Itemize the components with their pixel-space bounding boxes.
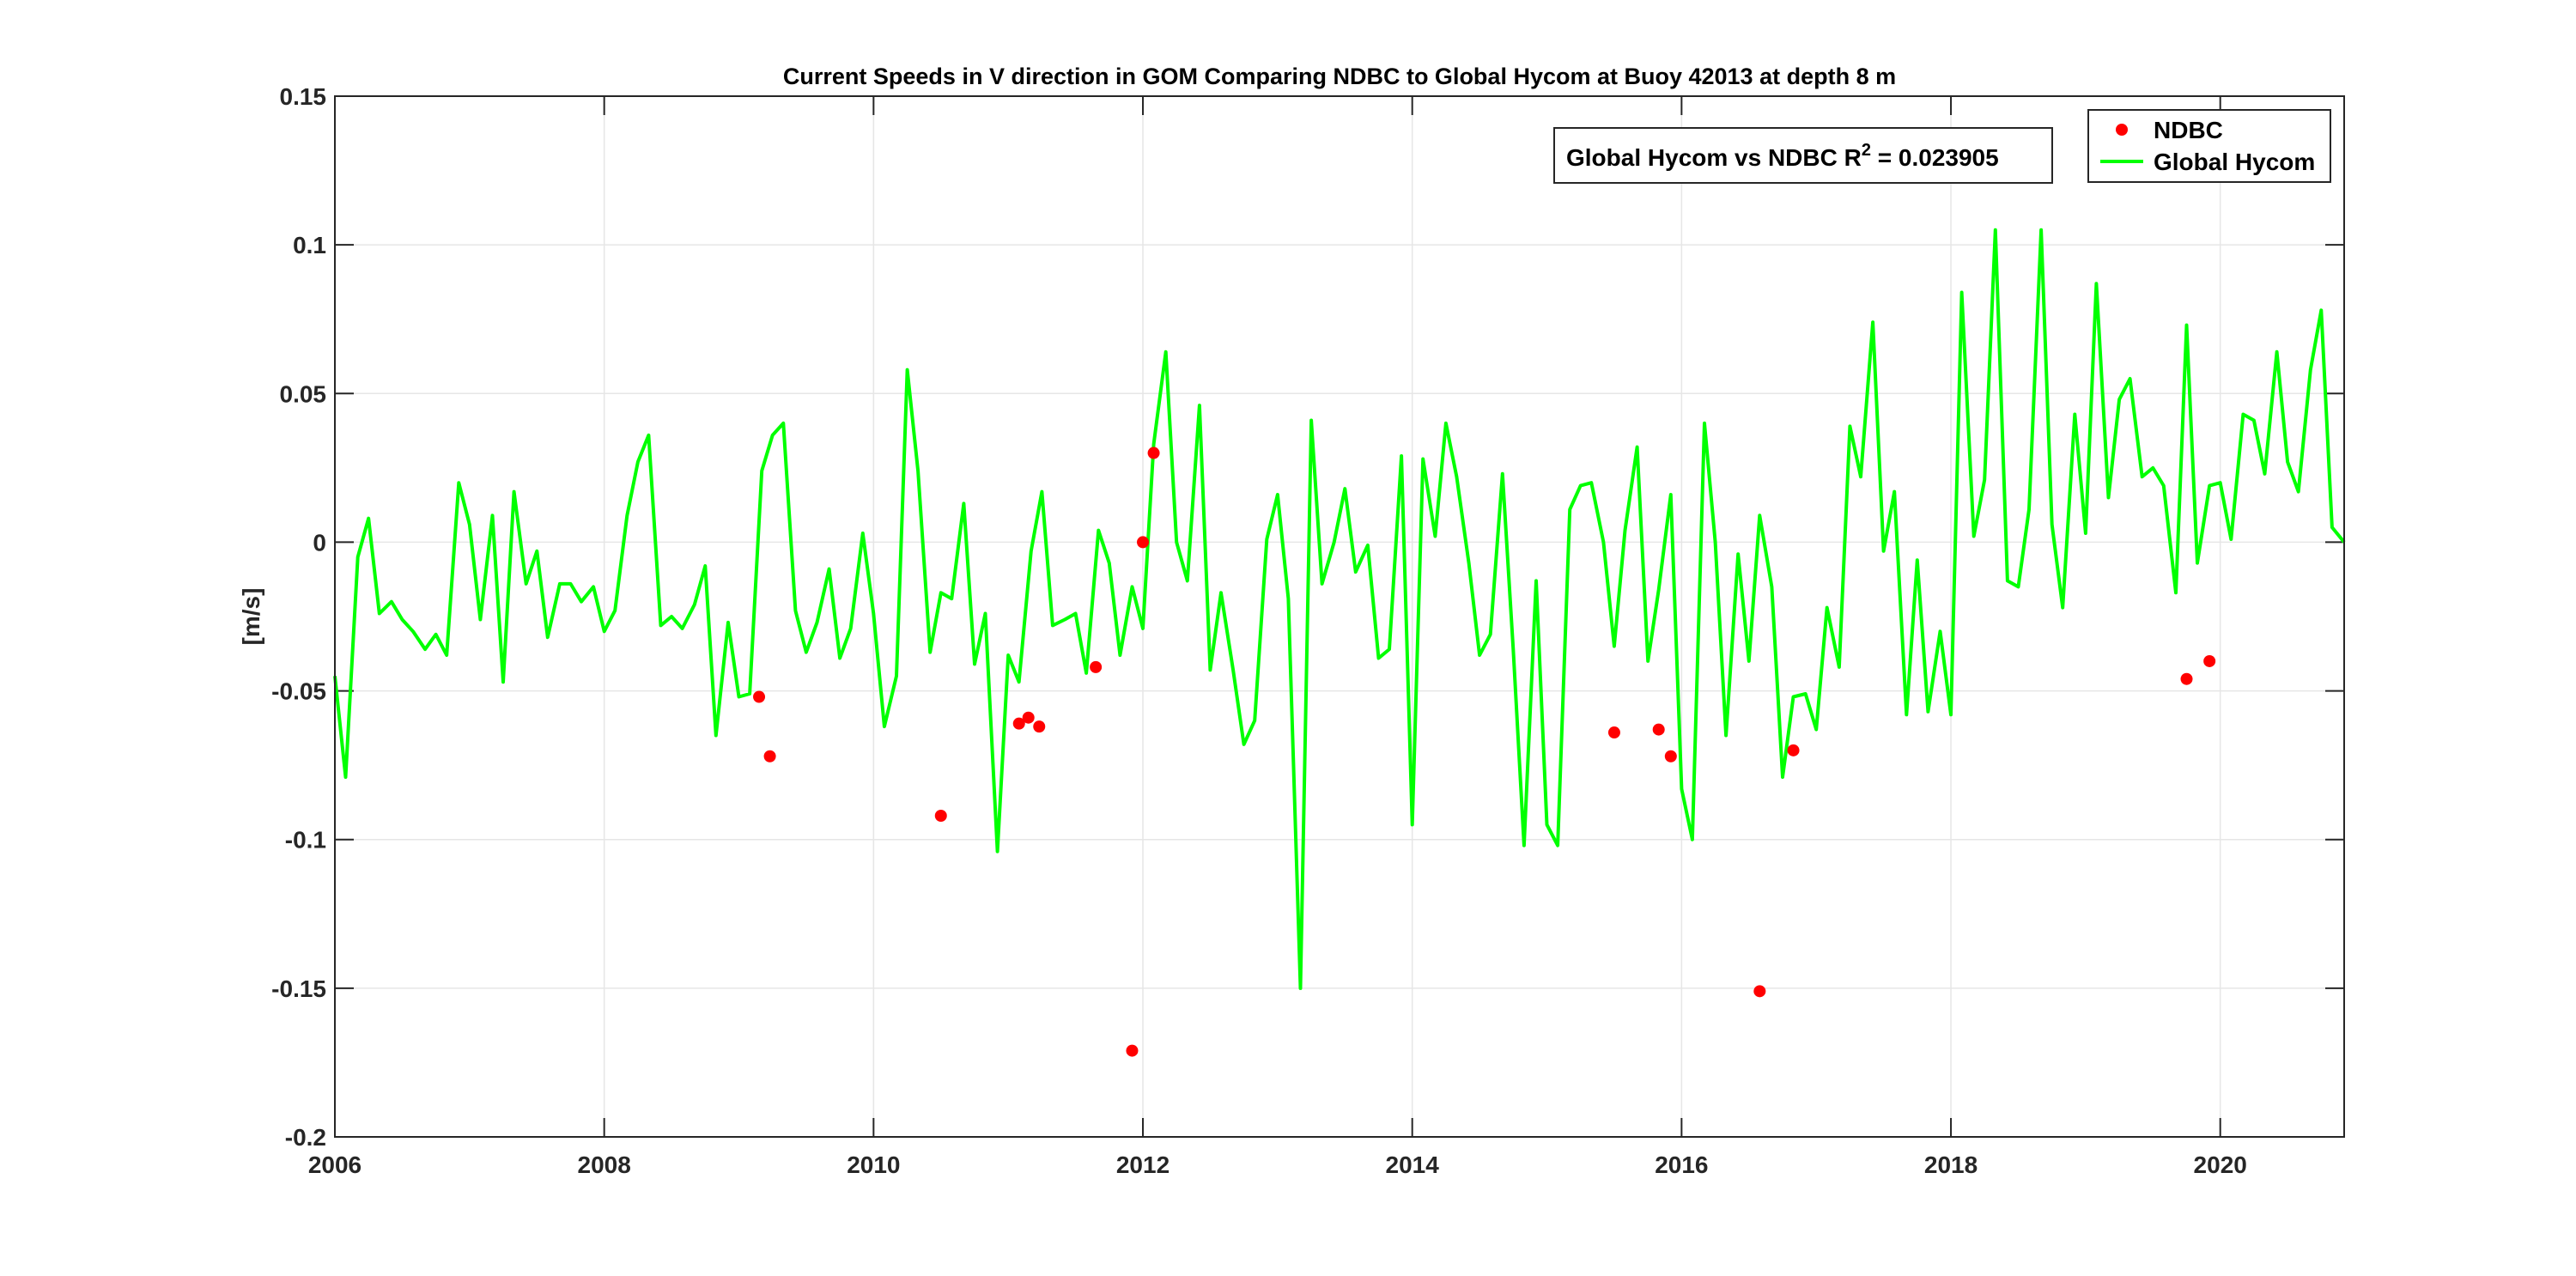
- y-axis-label: [m/s]: [238, 588, 264, 646]
- legend-label-global-hycom: Global Hycom: [2154, 149, 2315, 175]
- x-tick-label: 2008: [578, 1151, 631, 1178]
- data-point-ndbc: [1787, 744, 1800, 756]
- x-tick-label: 2018: [1924, 1151, 1978, 1178]
- data-point-ndbc: [1090, 660, 1103, 673]
- data-point-ndbc: [2203, 654, 2216, 667]
- data-point-ndbc: [1652, 723, 1665, 736]
- x-tick-label: 2020: [2194, 1151, 2247, 1178]
- chart-title: Current Speeds in V direction in GOM Com…: [783, 64, 1896, 89]
- annotation-main: Global Hycom vs NDBC R: [1566, 144, 1862, 171]
- y-tick-label: 0.1: [293, 232, 326, 258]
- data-point-ndbc: [2180, 672, 2193, 685]
- y-tick-label: 0.05: [280, 380, 327, 407]
- data-point-ndbc: [1022, 711, 1035, 724]
- annotation-box: [1553, 127, 2053, 184]
- legend-marker-ndbc: [2116, 124, 2128, 136]
- y-tick-label: -0.15: [271, 975, 326, 1002]
- annotation-value: = 0.023905: [1871, 144, 1999, 171]
- data-point-ndbc: [1753, 985, 1766, 998]
- annotation-superscript: 2: [1862, 141, 1871, 160]
- y-tick-label: -0.05: [271, 678, 326, 705]
- y-tick-label: 0: [313, 529, 326, 556]
- data-point-ndbc: [763, 750, 776, 763]
- x-tick-label: 2014: [1386, 1151, 1440, 1178]
- data-point-ndbc: [1137, 536, 1150, 549]
- axis-tick-labels: 2006 2008 2010 2012 2014 2016 2018 2020 -0.2 -0.1…: [271, 83, 2247, 1178]
- x-tick-label: 2006: [308, 1151, 361, 1178]
- plot-frame: [334, 95, 2345, 1138]
- data-point-ndbc: [753, 690, 766, 703]
- data-point-ndbc: [1607, 726, 1620, 739]
- x-tick-label: 2012: [1116, 1151, 1170, 1178]
- y-tick-label: 0.15: [280, 83, 327, 110]
- y-tick-label: -0.1: [285, 827, 326, 854]
- x-tick-label: 2010: [847, 1151, 900, 1178]
- data-series: [333, 228, 2346, 1057]
- annotation-text: Global Hycom vs NDBC R2 = 0.023905: [1566, 141, 1999, 171]
- r-squared-annotation: Global Hycom vs NDBC R2 = 0.023905: [1553, 127, 2053, 184]
- legend: NDBC Global Hycom: [2087, 109, 2331, 183]
- x-tick-label: 2016: [1655, 1151, 1708, 1178]
- data-point-ndbc: [1664, 750, 1677, 763]
- data-point-ndbc: [1012, 717, 1025, 730]
- data-point-ndbc: [1126, 1044, 1139, 1057]
- y-tick-label: -0.2: [285, 1124, 326, 1151]
- legend-label-ndbc: NDBC: [2154, 117, 2223, 143]
- legend-box: [2087, 109, 2331, 183]
- series-line-global-hycom: [333, 228, 2346, 990]
- data-point-ndbc: [1033, 720, 1046, 733]
- data-point-ndbc: [1147, 447, 1160, 459]
- data-point-ndbc: [934, 810, 947, 823]
